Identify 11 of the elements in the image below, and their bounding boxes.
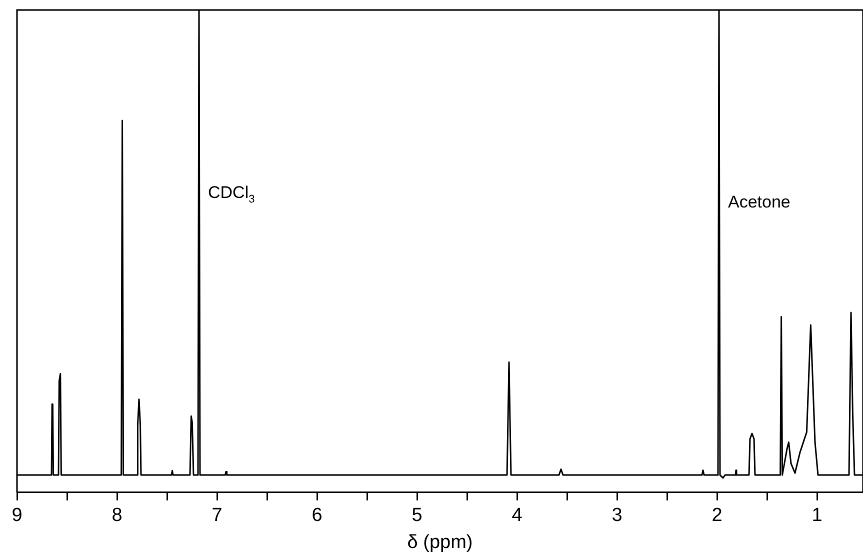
- x-tick-label: 7: [212, 505, 222, 526]
- x-axis-title: δ (ppm): [407, 532, 473, 553]
- x-tick-label: 3: [612, 505, 622, 526]
- x-tick-label: 6: [312, 505, 322, 526]
- x-tick-label: 9: [12, 505, 22, 526]
- x-tick-label: 8: [112, 505, 122, 526]
- x-tick-label: 5: [412, 505, 422, 526]
- x-tick-label: 4: [512, 505, 523, 526]
- x-tick-label: 2: [712, 505, 722, 526]
- annotation: Acetone: [728, 192, 790, 212]
- x-tick-label: 1: [812, 505, 822, 526]
